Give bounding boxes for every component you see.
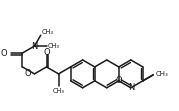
Text: CH₃: CH₃ [155,71,168,77]
Text: O: O [43,48,50,57]
Text: N: N [128,83,134,92]
Text: CH₃: CH₃ [48,43,60,49]
Text: CH₃: CH₃ [42,29,54,35]
Text: O: O [25,69,32,78]
Text: O: O [115,76,122,85]
Text: N: N [31,42,38,51]
Text: CH₃: CH₃ [53,88,65,94]
Text: O: O [1,49,8,57]
